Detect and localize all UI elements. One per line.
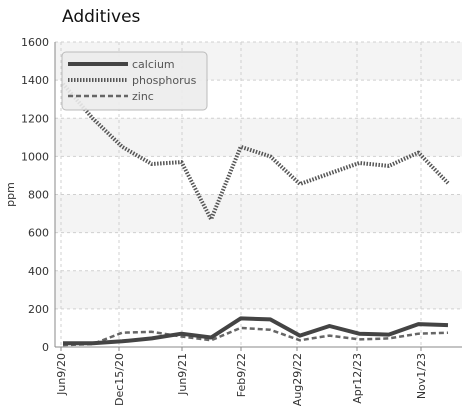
x-tick-label: Jun9/20 xyxy=(55,353,68,396)
y-tick-label: 1400 xyxy=(21,74,49,87)
y-tick-label: 0 xyxy=(42,341,49,354)
x-tick-label: Jun9/21 xyxy=(176,353,189,396)
y-tick-label: 800 xyxy=(28,189,49,202)
grid-band xyxy=(55,118,462,157)
series-line-zinc xyxy=(62,326,449,347)
x-tick-label: Feb9/22 xyxy=(235,353,248,397)
x-tick-label: Aug29/22 xyxy=(291,353,304,406)
y-tick-label: 1200 xyxy=(21,112,49,125)
x-tick-label: Apr12/23 xyxy=(351,353,364,404)
legend-label-phosphorus: phosphorus xyxy=(132,74,197,87)
y-axis-label: ppm xyxy=(4,182,17,207)
chart-title: Additives xyxy=(62,7,141,27)
y-tick-label: 400 xyxy=(28,265,49,278)
y-tick-label: 1000 xyxy=(21,150,49,163)
grid-band xyxy=(55,270,462,309)
series-line-calcium xyxy=(63,316,449,346)
y-tick-label: 600 xyxy=(28,227,49,240)
y-tick-label: 200 xyxy=(28,303,49,316)
legend-label-calcium: calcium xyxy=(132,58,175,71)
x-tick-label: Dec15/20 xyxy=(113,353,126,406)
y-tick-label: 1600 xyxy=(21,36,49,49)
legend-box xyxy=(61,51,208,111)
legend-label-zinc: zinc xyxy=(132,90,154,103)
x-tick-label: Nov1/23 xyxy=(415,353,428,399)
grid-band xyxy=(55,194,462,233)
